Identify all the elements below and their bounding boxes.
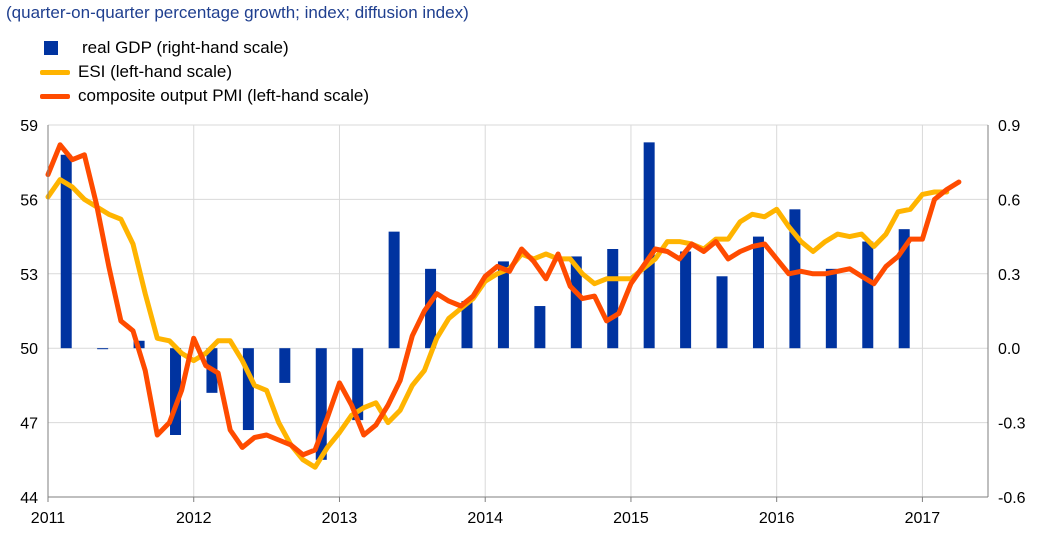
series-lines <box>45 142 962 470</box>
right-tick-label: 0.6 <box>998 192 1020 209</box>
gdp-bars <box>60 142 910 460</box>
right-tick-label: -0.6 <box>998 490 1026 507</box>
left-tick-label: 59 <box>20 118 38 135</box>
legend-swatch-esi <box>40 69 70 75</box>
left-tick-label: 53 <box>20 267 38 284</box>
gdp-bar <box>607 249 619 349</box>
esi-line <box>45 177 950 470</box>
right-tick-label: -0.3 <box>998 416 1026 433</box>
gdp-bar <box>898 229 910 349</box>
pmi-line <box>45 142 962 458</box>
gdp-bar <box>60 154 72 349</box>
gdp-bar <box>570 256 582 349</box>
gdp-bar <box>170 348 182 435</box>
x-tick-label: 2011 <box>31 510 66 527</box>
legend-item-gdp: real GDP (right-hand scale) <box>40 36 369 60</box>
x-tick-label: 2012 <box>176 510 212 527</box>
legend: real GDP (right-hand scale) ESI (left-ha… <box>40 36 369 108</box>
gdp-bar <box>534 306 546 349</box>
gdp-bar <box>825 268 837 349</box>
gdp-bar <box>716 276 728 349</box>
legend-swatch-pmi <box>40 93 70 99</box>
x-tick-label: 2014 <box>467 510 503 527</box>
right-tick-label: 0.3 <box>998 267 1020 284</box>
axes <box>47 125 989 502</box>
gdp-bar <box>789 209 801 349</box>
gdp-bar <box>97 348 109 350</box>
gdp-bar <box>425 268 437 349</box>
x-tick-label: 2013 <box>322 510 358 527</box>
grid <box>48 124 988 498</box>
left-tick-label: 47 <box>20 416 38 433</box>
left-tick-label: 56 <box>20 192 38 209</box>
gdp-bar <box>497 261 509 349</box>
x-tick-label: 2015 <box>613 510 649 527</box>
legend-swatch-gdp <box>44 41 58 55</box>
legend-item-pmi: composite output PMI (left-hand scale) <box>40 84 369 108</box>
legend-label-esi: ESI (left-hand scale) <box>78 62 233 81</box>
gdp-bar <box>352 348 364 421</box>
legend-item-esi: ESI (left-hand scale) <box>40 60 369 84</box>
tick-labels: 44 47 50 53 56 59 -0.6 -0.3 0.0 0.3 0.6 0.9 2011 2012… <box>20 118 1025 527</box>
x-tick-label: 2017 <box>905 510 941 527</box>
x-tick-label: 2016 <box>759 510 795 527</box>
right-tick-label: 0.9 <box>998 118 1020 135</box>
gdp-bar <box>242 348 254 431</box>
legend-label-gdp: real GDP (right-hand scale) <box>82 38 289 57</box>
left-tick-label: 50 <box>20 341 38 358</box>
gdp-bar <box>279 348 291 383</box>
gdp-bar <box>315 348 327 460</box>
gdp-bar <box>461 301 473 349</box>
gdp-bar <box>643 142 655 349</box>
legend-label-pmi: composite output PMI (left-hand scale) <box>78 86 370 105</box>
chart-subtitle: (quarter-on-quarter percentage growth; i… <box>6 3 469 22</box>
right-tick-label: 0.0 <box>998 341 1020 358</box>
gdp-bar <box>388 231 400 349</box>
left-tick-label: 44 <box>20 490 38 507</box>
gdp-bar <box>752 236 764 349</box>
gdp-bar <box>862 241 874 349</box>
gdp-bar <box>680 251 692 349</box>
